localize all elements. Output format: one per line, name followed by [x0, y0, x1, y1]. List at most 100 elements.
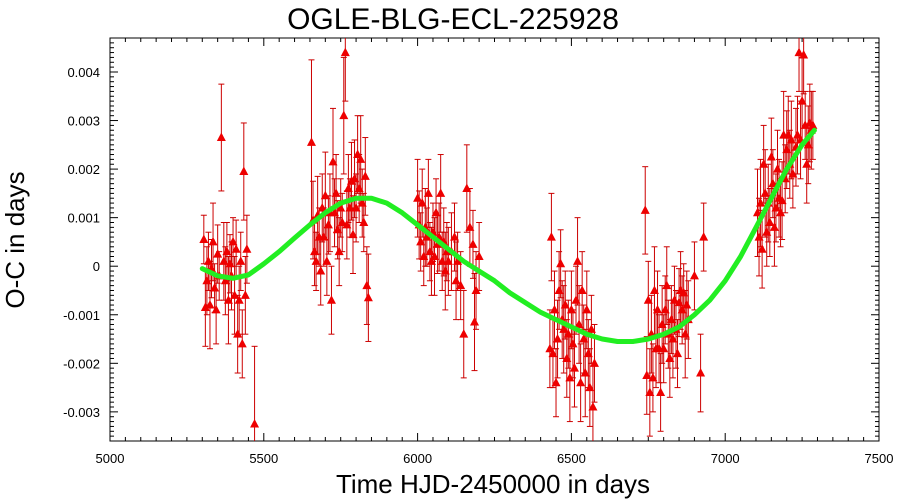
- data-point: [340, 47, 350, 57]
- x-tick-label: 6500: [557, 451, 586, 466]
- data-point: [756, 198, 766, 207]
- data-point: [230, 290, 240, 299]
- data-point: [549, 304, 559, 314]
- x-tick-label: 6000: [403, 451, 432, 466]
- data-point: [474, 251, 484, 260]
- data-point: [752, 207, 762, 217]
- data-point: [200, 302, 210, 311]
- data-point: [203, 256, 213, 265]
- data-point: [762, 227, 772, 236]
- data-point: [471, 285, 481, 294]
- data-point: [462, 183, 472, 193]
- data-point: [794, 47, 804, 57]
- data-point: [689, 270, 699, 280]
- data-point: [422, 232, 432, 241]
- data-point: [236, 256, 246, 265]
- chart-title: OGLE-BLG-ECL-225928: [287, 3, 619, 36]
- data-point: [353, 149, 363, 159]
- data-point: [783, 130, 793, 139]
- y-tick-label: 0.001: [67, 211, 100, 226]
- data-point: [648, 372, 658, 382]
- data-point: [430, 251, 440, 260]
- data-point: [560, 300, 570, 309]
- data-point: [350, 173, 360, 183]
- data-point: [451, 275, 461, 285]
- data-point: [431, 207, 441, 217]
- data-point: [459, 329, 469, 338]
- data-point: [757, 244, 767, 253]
- data-point: [660, 304, 670, 314]
- data-point: [356, 154, 366, 163]
- data-point: [336, 202, 346, 212]
- data-point: [662, 280, 672, 290]
- data-point: [771, 202, 781, 212]
- data-point: [242, 244, 252, 253]
- data-point: [213, 249, 223, 258]
- data-point: [202, 275, 212, 285]
- data-point: [666, 314, 676, 324]
- data-point: [470, 317, 480, 326]
- data-point: [342, 219, 352, 229]
- fit-curve: [199, 127, 817, 344]
- data-point: [649, 285, 659, 294]
- data-point: [240, 290, 250, 299]
- data-point: [699, 232, 709, 241]
- data-point: [792, 130, 802, 139]
- data-point: [579, 334, 589, 343]
- data-point: [354, 183, 364, 193]
- data-point: [786, 134, 796, 144]
- data-point: [776, 207, 786, 217]
- y-tick-label: 0.004: [67, 65, 100, 80]
- data-point: [696, 368, 706, 377]
- data-point: [216, 132, 226, 142]
- data-point: [759, 159, 769, 168]
- data-point: [766, 151, 776, 161]
- data-point: [565, 372, 575, 382]
- data-point: [453, 256, 463, 265]
- data-point: [360, 171, 370, 180]
- data-point: [566, 304, 576, 314]
- data-point: [233, 329, 243, 338]
- data-point: [563, 329, 573, 338]
- data-point: [416, 236, 426, 246]
- x-axis-label: Time HJD-2450000 in days: [336, 469, 650, 499]
- data-point: [659, 343, 669, 353]
- data-point: [237, 338, 247, 348]
- data-point: [680, 329, 690, 338]
- data-point: [588, 402, 598, 411]
- data-point: [465, 222, 475, 231]
- data-point: [436, 188, 446, 197]
- data-point: [574, 319, 584, 328]
- data-point: [546, 232, 556, 241]
- data-point: [548, 348, 558, 358]
- y-tick-label: -0.001: [63, 308, 100, 323]
- x-tick-label: 5000: [96, 451, 125, 466]
- data-point: [782, 144, 792, 154]
- data-point: [589, 358, 599, 367]
- x-tick-label: 7000: [711, 451, 740, 466]
- data-point: [768, 178, 778, 188]
- data-point: [419, 251, 429, 260]
- data-point: [334, 246, 344, 256]
- x-tick-label: 5500: [249, 451, 278, 466]
- data-point: [225, 258, 235, 268]
- data-point: [788, 168, 798, 178]
- data-point: [656, 387, 666, 396]
- data-point: [351, 202, 361, 212]
- data-point: [231, 244, 241, 253]
- data-point: [234, 295, 244, 304]
- data-point: [808, 120, 818, 129]
- y-tick-label: 0.003: [67, 114, 100, 129]
- data-point: [553, 334, 563, 343]
- data-point: [326, 295, 336, 304]
- data-point: [682, 300, 692, 309]
- data-point: [359, 217, 369, 227]
- data-point: [322, 256, 332, 265]
- data-point: [559, 324, 569, 333]
- data-point: [306, 137, 316, 146]
- data-point: [440, 266, 450, 275]
- data-point: [545, 343, 555, 353]
- data-point: [562, 353, 572, 362]
- data-point: [425, 246, 435, 256]
